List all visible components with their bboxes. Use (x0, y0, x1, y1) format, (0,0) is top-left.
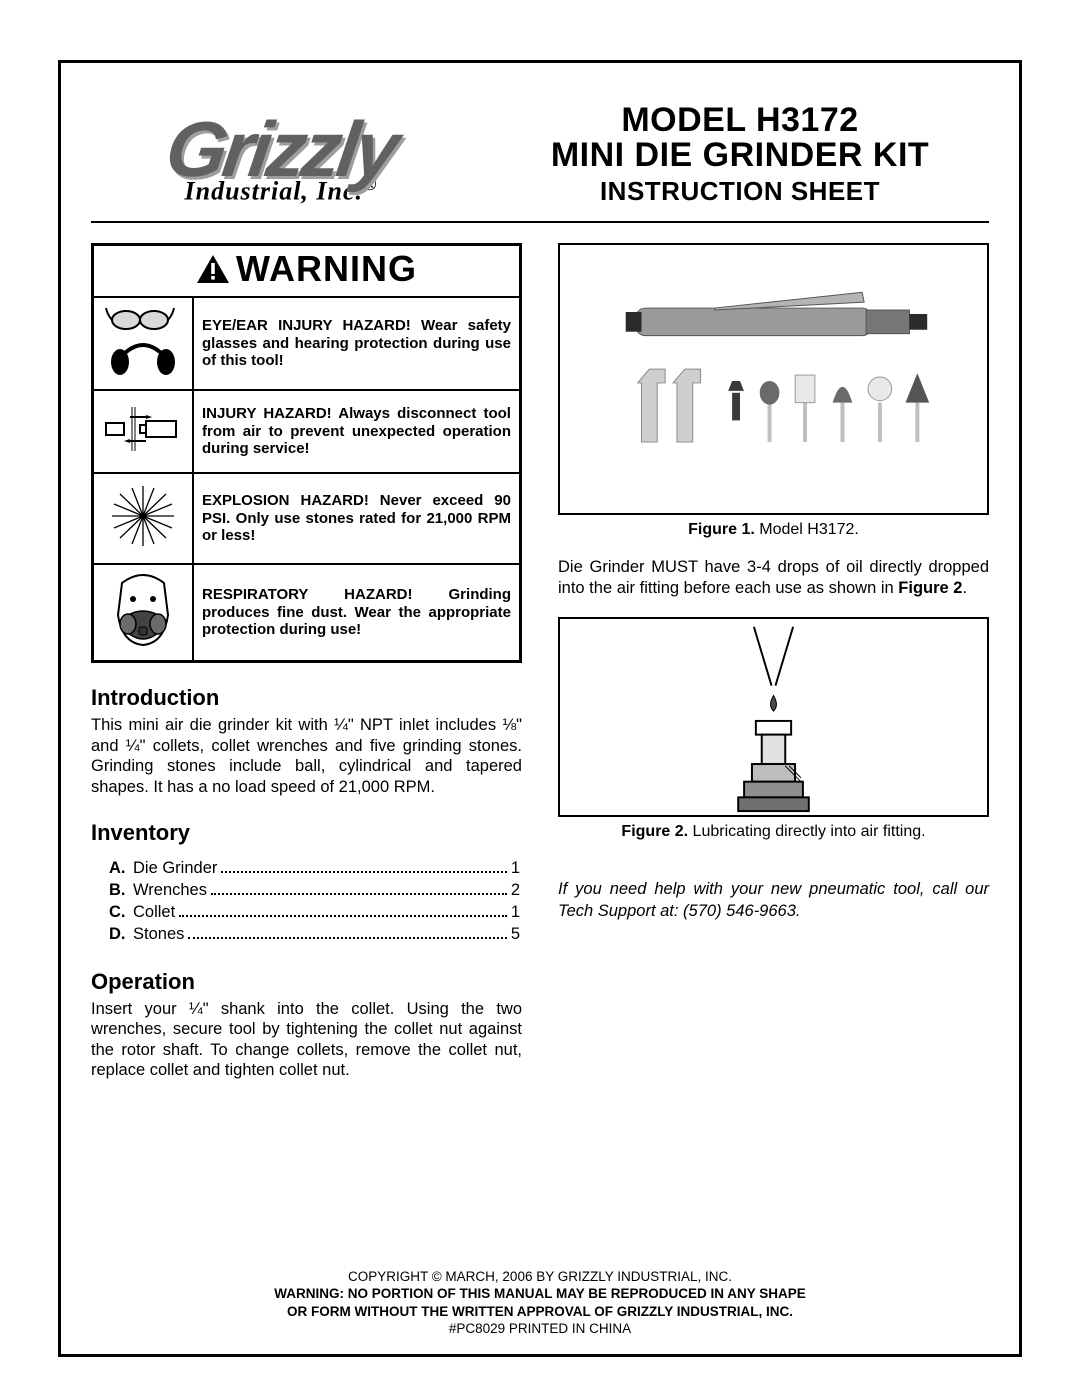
oil-note-figref: Figure 2 (898, 579, 962, 597)
instruction-sheet-subtitle: INSTRUCTION SHEET (491, 176, 989, 207)
left-column: WARNING (91, 243, 522, 1258)
page-frame: Grizzly Industrial, Inc.® MODEL H3172 MI… (58, 60, 1022, 1357)
figure-1-label: Figure 1. (688, 521, 755, 538)
tech-support-note: If you need help with your new pneumatic… (558, 879, 989, 922)
oil-note-post: . (962, 579, 967, 597)
inventory-label: Wrenches (133, 881, 207, 900)
figure-2-caption-text: Lubricating directly into air fitting. (688, 823, 925, 840)
inventory-row: D. Stones 5 (91, 925, 522, 944)
eye-ear-icon (102, 304, 184, 378)
inventory-qty: 1 (511, 859, 522, 878)
hazard-title: EYE/EAR INJURY HAZARD! (202, 317, 411, 334)
warning-icon-cell (94, 390, 193, 473)
figure-1-caption: Figure 1. Model H3172. (558, 521, 989, 539)
figure-1-caption-text: Model H3172. (755, 521, 859, 538)
inventory-label: Stones (133, 925, 184, 944)
warning-triangle-icon (196, 254, 230, 284)
warning-icon-cell (94, 473, 193, 564)
warning-icon-cell (94, 564, 193, 660)
operation-text: Insert your ¼" shank into the collet. Us… (91, 999, 522, 1082)
inventory-row: B. Wrenches 2 (91, 881, 522, 900)
inventory-leader (179, 915, 507, 917)
inventory-label: Die Grinder (133, 859, 217, 878)
inventory-leader (188, 937, 506, 939)
footer-copyright: COPYRIGHT © MARCH, 2006 BY GRIZZLY INDUS… (85, 1268, 995, 1286)
inventory-letter: D. (109, 925, 133, 944)
warning-text-cell: RESPIRATORY HAZARD! Grinding produces fi… (193, 564, 519, 660)
figure-1-illustration (560, 245, 987, 513)
warning-text-cell: EXPLOSION HAZARD! Never exceed 90 PSI. O… (193, 473, 519, 564)
header: Grizzly Industrial, Inc.® MODEL H3172 MI… (85, 81, 995, 221)
warning-table: EYE/EAR INJURY HAZARD! Wear safety glass… (94, 298, 519, 660)
warning-row: INJURY HAZARD! Always disconnect tool fr… (94, 390, 519, 473)
warning-box: WARNING (91, 243, 522, 663)
warning-row: EYE/EAR INJURY HAZARD! Wear safety glass… (94, 298, 519, 390)
figure-2-illustration (560, 619, 987, 815)
inventory-list: A. Die Grinder 1 B. Wrenches 2 C. Collet… (91, 856, 522, 947)
oil-note: Die Grinder MUST have 3-4 drops of oil d… (558, 557, 989, 599)
grizzly-logo: Grizzly Industrial, Inc.® (91, 87, 471, 207)
inventory-letter: C. (109, 903, 133, 922)
model-line-1: MODEL H3172 (491, 103, 989, 139)
footer-printcode: #PC8029 PRINTED IN CHINA (85, 1320, 995, 1338)
hazard-title: INJURY HAZARD! (202, 405, 332, 422)
warning-row: EXPLOSION HAZARD! Never exceed 90 PSI. O… (94, 473, 519, 564)
disconnect-icon (102, 397, 184, 461)
inventory-heading: Inventory (91, 820, 522, 846)
explosion-icon (102, 480, 184, 552)
footer-warning-2: OR FORM WITHOUT THE WRITTEN APPROVAL OF … (85, 1303, 995, 1321)
inventory-qty: 2 (511, 881, 522, 900)
figure-2-box (558, 617, 989, 817)
inventory-qty: 1 (511, 903, 522, 922)
logo-wordmark: Grizzly (163, 118, 400, 180)
figure-2-caption: Figure 2. Lubricating directly into air … (558, 823, 989, 841)
hazard-title: EXPLOSION HAZARD! (202, 492, 369, 509)
inventory-qty: 5 (511, 925, 522, 944)
body-columns: WARNING (85, 223, 995, 1258)
introduction-heading: Introduction (91, 685, 522, 711)
footer: COPYRIGHT © MARCH, 2006 BY GRIZZLY INDUS… (85, 1258, 995, 1342)
warning-icon-cell (94, 298, 193, 390)
inventory-leader (211, 893, 507, 895)
inventory-letter: A. (109, 859, 133, 878)
operation-heading: Operation (91, 969, 522, 995)
warning-row: RESPIRATORY HAZARD! Grinding produces fi… (94, 564, 519, 660)
inventory-letter: B. (109, 881, 133, 900)
warning-text-cell: INJURY HAZARD! Always disconnect tool fr… (193, 390, 519, 473)
right-column: Figure 1. Model H3172. Die Grinder MUST … (558, 243, 989, 1258)
warning-header: WARNING (94, 246, 519, 298)
introduction-text: This mini air die grinder kit with ¼" NP… (91, 715, 522, 798)
model-line-2: MINI DIE GRINDER KIT (491, 138, 989, 174)
figure-2-label: Figure 2. (621, 823, 688, 840)
inventory-row: A. Die Grinder 1 (91, 859, 522, 878)
figure-1-box (558, 243, 989, 515)
inventory-leader (221, 871, 506, 873)
inventory-label: Collet (133, 903, 175, 922)
inventory-row: C. Collet 1 (91, 903, 522, 922)
warning-text-cell: EYE/EAR INJURY HAZARD! Wear safety glass… (193, 298, 519, 390)
footer-warning-1: WARNING: NO PORTION OF THIS MANUAL MAY B… (85, 1285, 995, 1303)
warning-header-text: WARNING (236, 248, 417, 290)
hazard-title: RESPIRATORY HAZARD! (202, 586, 412, 603)
respirator-icon (102, 571, 184, 649)
title-block: MODEL H3172 MINI DIE GRINDER KIT INSTRUC… (491, 103, 989, 207)
